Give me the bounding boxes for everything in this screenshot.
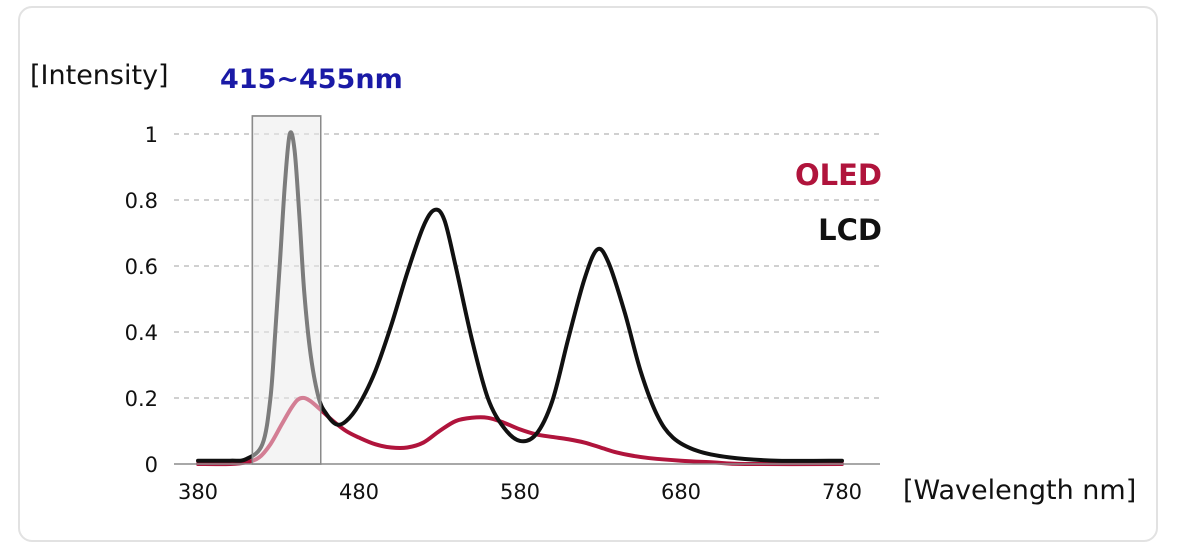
x-tick-label: 480 [339,480,379,504]
x-tick-label: 680 [661,480,701,504]
legend-label-lcd: LCD [818,213,882,247]
grid-layer [174,133,880,399]
y-tick-label: 0.4 [125,321,158,345]
y-axis-title: [Intensity] [30,60,169,91]
x-tick-label: 580 [500,480,540,504]
axis-layer: 0 0.2 0.4 0.6 0.8 1 380 480 580 680 780 [125,123,880,504]
x-tick-label: 780 [822,480,862,504]
legend-label-oled: OLED [795,158,882,192]
y-tick-label: 0.8 [125,189,158,213]
series-layer [196,130,844,467]
y-tick-label: 0.6 [125,255,158,279]
highlight-band-label: 415~455nm [220,64,403,95]
y-tick-label: 1 [145,123,158,147]
y-tick-label: 0.2 [125,387,158,411]
y-tick-label: 0 [145,453,158,477]
x-axis-title: [Wavelength nm] [903,475,1136,506]
series-line-lcd [196,130,844,463]
x-tick-label: 380 [178,480,218,504]
label-layer: [Intensity] [Wavelength nm] 415~455nm OLED L… [30,60,1136,506]
series-line-oled [196,395,844,467]
highlight-band-overlay [251,115,322,465]
